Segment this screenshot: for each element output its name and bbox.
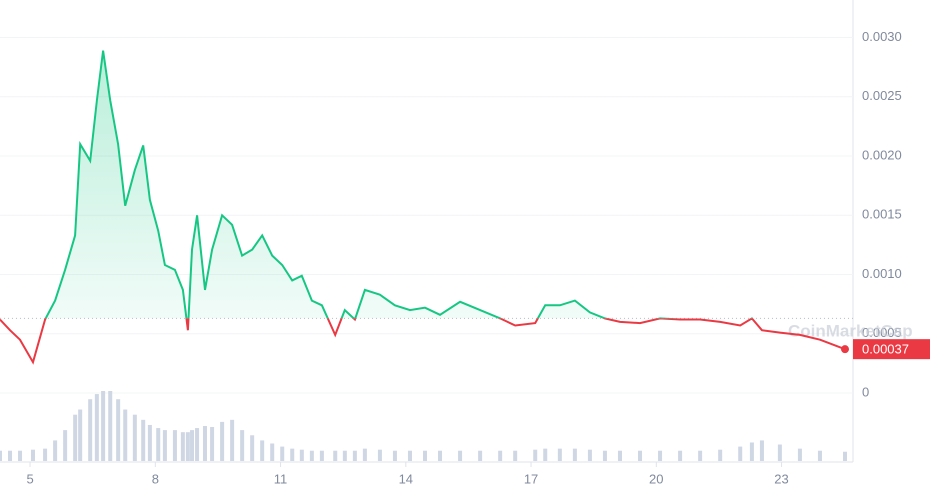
volume-bar — [156, 428, 161, 461]
volume-bar — [478, 450, 483, 461]
volume-bar — [352, 450, 357, 461]
volume-bar — [718, 449, 723, 461]
volume-bar — [777, 444, 782, 461]
volume-bar — [250, 435, 255, 461]
volume-bar — [658, 450, 663, 461]
x-tick-label: 23 — [774, 471, 788, 486]
volume-bar — [230, 419, 235, 461]
x-tick-label: 14 — [399, 471, 413, 486]
volume-bar — [572, 448, 577, 461]
volume-bar — [407, 450, 412, 461]
volume-bar — [202, 426, 207, 461]
volume-bar — [377, 449, 382, 461]
price-badge — [853, 339, 930, 360]
volume-bar — [63, 430, 68, 461]
volume-bar — [817, 450, 822, 461]
volume-bar — [210, 427, 215, 461]
x-tick-label: 20 — [649, 471, 663, 486]
volume-bar — [797, 448, 802, 461]
volume-bar — [738, 446, 743, 461]
volume-bar — [617, 450, 622, 461]
volume-bar — [543, 448, 548, 461]
volume-bar — [749, 442, 754, 461]
volume-bar — [8, 450, 13, 461]
volume-bar — [108, 391, 113, 461]
volume-bar — [759, 440, 764, 461]
volume-bar — [0, 450, 2, 461]
area — [45, 50, 605, 319]
volume-bar — [587, 449, 592, 461]
volume-bar — [53, 440, 58, 461]
price-line-up — [44, 50, 754, 319]
volume-bar — [260, 440, 265, 461]
last-point — [841, 345, 849, 354]
volume-bar — [309, 450, 314, 461]
y-tick-label: 0.0015 — [862, 207, 902, 222]
volume-bar — [342, 450, 347, 461]
volume-bar — [270, 443, 275, 461]
price-line-down — [0, 318, 846, 365]
volume-bar — [172, 430, 177, 461]
volume-bar — [240, 430, 245, 461]
volume-bar — [498, 450, 503, 461]
y-tick-label: 0.0005 — [862, 325, 902, 340]
volume-bar — [18, 450, 23, 461]
volume-bar — [101, 391, 106, 461]
volume-bar — [73, 414, 78, 461]
volume-bar — [180, 432, 185, 461]
volume-bar — [132, 414, 137, 461]
price-label: 0.00037 — [862, 342, 909, 357]
volume-bar — [195, 428, 200, 461]
volume-bar — [438, 450, 443, 461]
volume-bar — [362, 448, 367, 461]
volume-bar — [638, 450, 643, 461]
volume-bar — [678, 450, 683, 461]
volume-bar — [533, 449, 538, 461]
volume-bar — [116, 399, 121, 461]
volume-bar — [147, 424, 152, 461]
volume-bar — [698, 450, 703, 461]
y-tick-label: 0.0025 — [862, 88, 902, 103]
volume-bar — [458, 450, 463, 461]
y-tick-label: 0 — [862, 384, 869, 399]
watermark: CoinMarketCap — [788, 321, 913, 340]
volume-bar — [843, 451, 847, 461]
volume-bar — [141, 419, 146, 461]
volume-bar — [78, 409, 83, 461]
volume-bar — [557, 448, 562, 461]
volume-bar — [280, 446, 285, 461]
volume-bar — [319, 450, 324, 461]
volume-bar — [333, 450, 338, 461]
volume-bar — [392, 450, 397, 461]
volume-bar — [123, 409, 128, 461]
volume-bar — [290, 448, 295, 461]
volume-bar — [30, 449, 35, 461]
volume-bar — [602, 450, 607, 461]
volume-bar — [299, 449, 304, 461]
x-tick-label: 8 — [152, 471, 159, 486]
x-tick-label: 5 — [26, 471, 33, 486]
volume-bar — [190, 430, 195, 461]
y-tick-label: 0.0010 — [862, 266, 902, 281]
x-tick-label: 11 — [274, 471, 288, 486]
y-tick-label: 0.0030 — [862, 29, 902, 44]
volume-bar — [220, 421, 225, 461]
x-tick-label: 17 — [524, 471, 538, 486]
volume-bar — [43, 448, 48, 461]
y-tick-label: 0.0020 — [862, 147, 902, 162]
volume-bar — [94, 394, 99, 461]
volume-bar — [185, 432, 190, 461]
volume-bar — [162, 430, 167, 461]
volume-bar — [88, 399, 93, 461]
volume-bar — [513, 450, 518, 461]
volume-bar — [423, 450, 428, 461]
